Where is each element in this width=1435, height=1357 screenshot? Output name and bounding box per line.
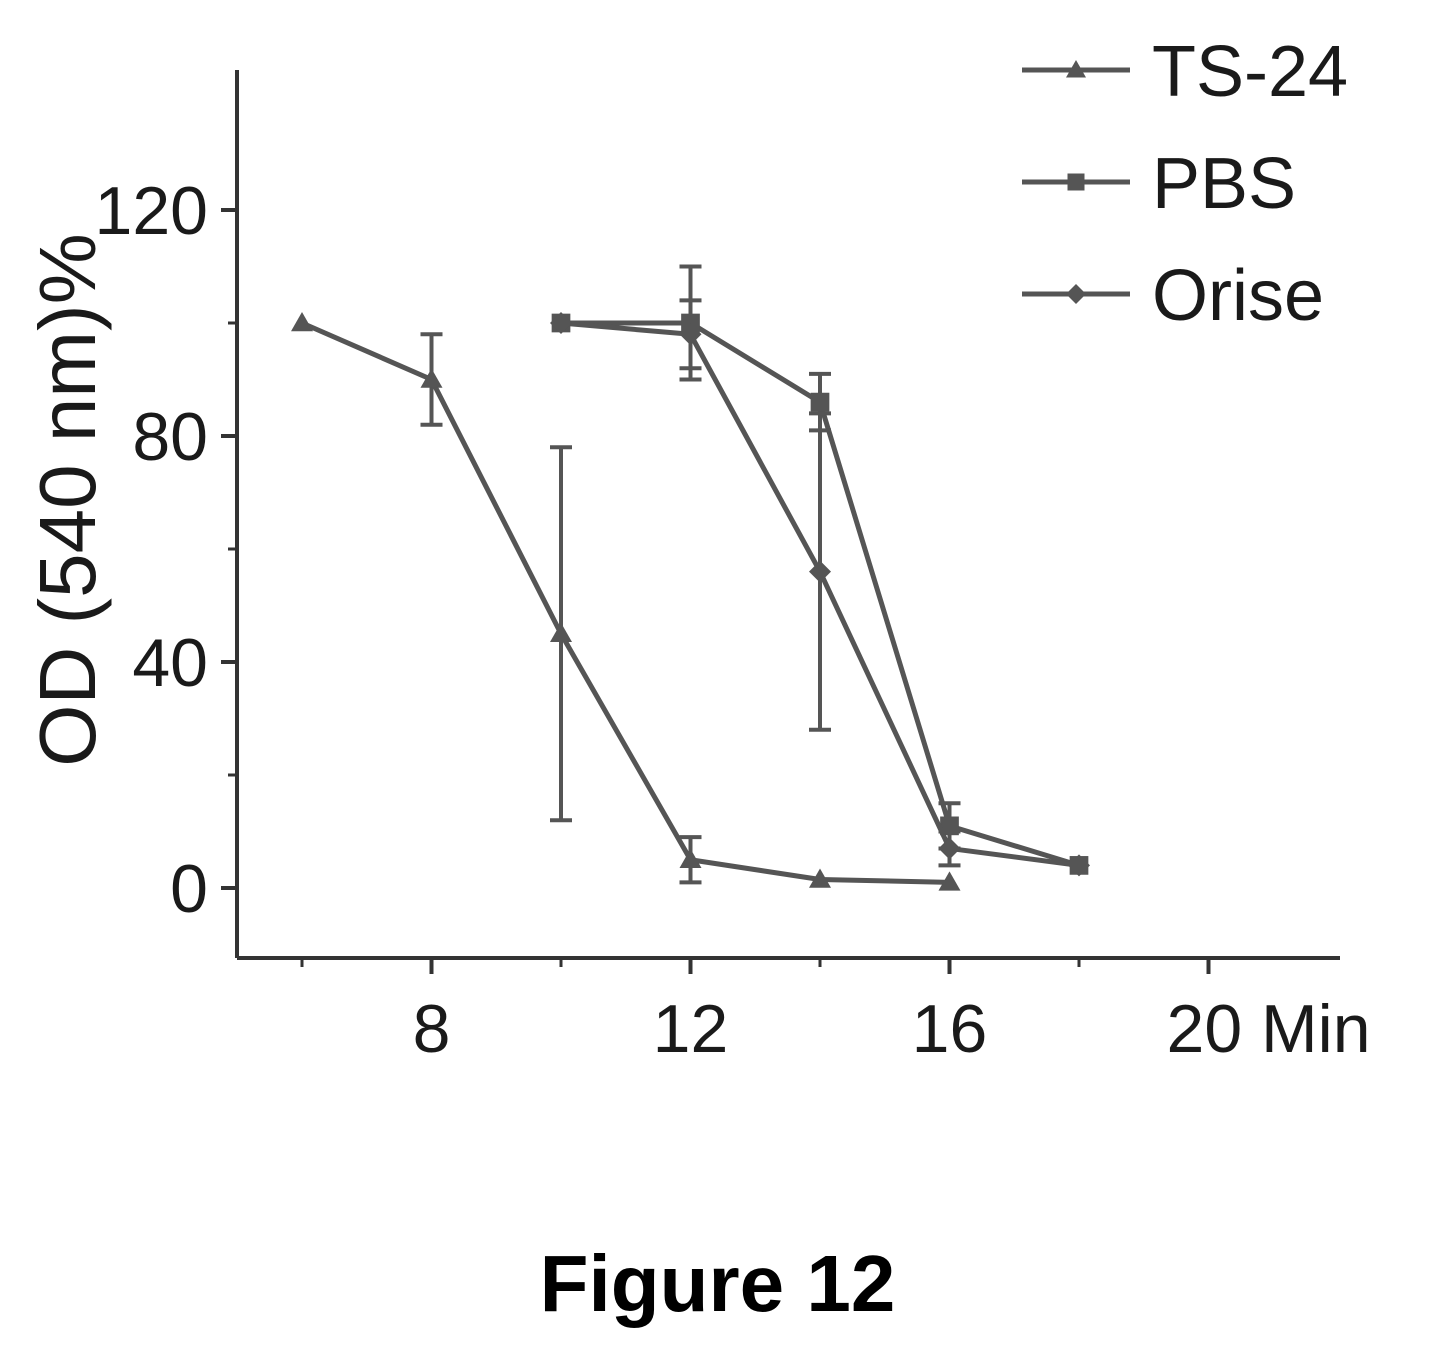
- diamond-marker: [938, 837, 961, 860]
- x-tick-label: 8: [413, 991, 451, 1067]
- chart-axes: [235, 70, 1340, 960]
- diamond-marker: [679, 323, 702, 346]
- series-layer: [291, 264, 1090, 891]
- legend: TS-24 PBS Orise: [1022, 32, 1348, 336]
- y-tick-label: 80: [132, 399, 208, 475]
- y-ticks: 0 40 80 120: [95, 173, 237, 927]
- figure-caption: Figure 12: [539, 1239, 896, 1328]
- triangle-marker: [809, 868, 831, 888]
- y-tick-label: 40: [132, 625, 208, 701]
- y-axis-title: OD (540 nm)%: [23, 233, 112, 766]
- series-line: [301, 320, 950, 885]
- triangle-marker: [291, 312, 313, 332]
- diamond-marker: [809, 560, 831, 583]
- y-tick-label: 120: [95, 173, 208, 249]
- legend-label: Orise: [1152, 256, 1324, 336]
- legend-label: PBS: [1152, 144, 1296, 224]
- legend-item-pbs: PBS: [1022, 144, 1296, 224]
- series-orise: [550, 298, 1090, 877]
- legend-label: TS-24: [1152, 32, 1348, 112]
- diamond-marker: [1066, 284, 1086, 304]
- y-tick-label: 0: [170, 851, 208, 927]
- x-tick-label: 12: [653, 991, 729, 1067]
- diamond-marker: [550, 312, 572, 334]
- square-marker: [810, 392, 830, 412]
- triangle-marker: [938, 871, 961, 891]
- legend-item-ts-24: TS-24: [1022, 32, 1348, 112]
- triangle-marker: [679, 848, 702, 868]
- triangle-marker: [420, 368, 443, 388]
- legend-item-orise: Orise: [1022, 256, 1324, 336]
- x-tick-label: 20 Min: [1167, 991, 1371, 1067]
- diamond-marker: [1068, 854, 1090, 877]
- triangle-marker: [1066, 60, 1086, 78]
- triangle-marker: [550, 622, 572, 642]
- x-ticks: 8 12 16 20 Min: [300, 958, 1371, 1067]
- x-tick-label: 16: [912, 991, 988, 1067]
- square-marker: [1067, 173, 1085, 191]
- series-ts-24: [291, 312, 961, 891]
